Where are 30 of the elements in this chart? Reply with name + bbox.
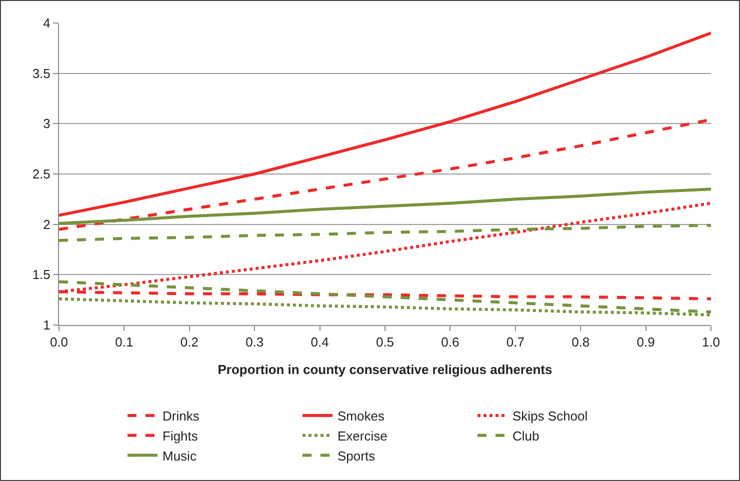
line-series — [59, 224, 711, 242]
legend-label: Exercise — [338, 428, 388, 444]
legend-label: Music — [162, 448, 197, 464]
x-tick-label: 0.8 — [572, 334, 590, 350]
y-tick-label: 3.5 — [32, 66, 50, 81]
y-tick-label: 1.5 — [32, 267, 50, 282]
x-tick-label: 0.3 — [246, 334, 264, 350]
y-tick-label: 4 — [43, 16, 50, 31]
x-tick-label: 0.9 — [636, 334, 655, 350]
legend-label: Drinks — [162, 408, 200, 424]
legend-label: Sports — [338, 448, 376, 464]
y-tick-label: 3 — [43, 116, 50, 132]
x-tick-label: 0.7 — [506, 334, 524, 350]
legend-label: Skips School — [512, 408, 588, 424]
x-tick-label: 0.6 — [441, 334, 460, 350]
x-tick-label: 0.2 — [180, 334, 198, 350]
x-tick-label: 0.0 — [50, 334, 68, 350]
y-tick-label: 2.5 — [32, 166, 50, 182]
x-tick-label: 0.5 — [376, 334, 394, 350]
line-series — [59, 32, 711, 217]
x-axis-title: Proportion in county conservative religious adherents — [218, 362, 552, 377]
legend-label: Smokes — [338, 408, 385, 424]
legend-label: Fights — [162, 428, 198, 444]
x-tick-label: 0.4 — [310, 334, 329, 350]
x-tick-label: 1.0 — [702, 334, 720, 350]
x-tick-label: 0.1 — [115, 334, 134, 350]
y-tick-label: 1 — [43, 318, 50, 333]
y-tick-label: 2 — [43, 216, 50, 232]
legend-label: Club — [512, 428, 540, 444]
line-series — [59, 188, 711, 225]
